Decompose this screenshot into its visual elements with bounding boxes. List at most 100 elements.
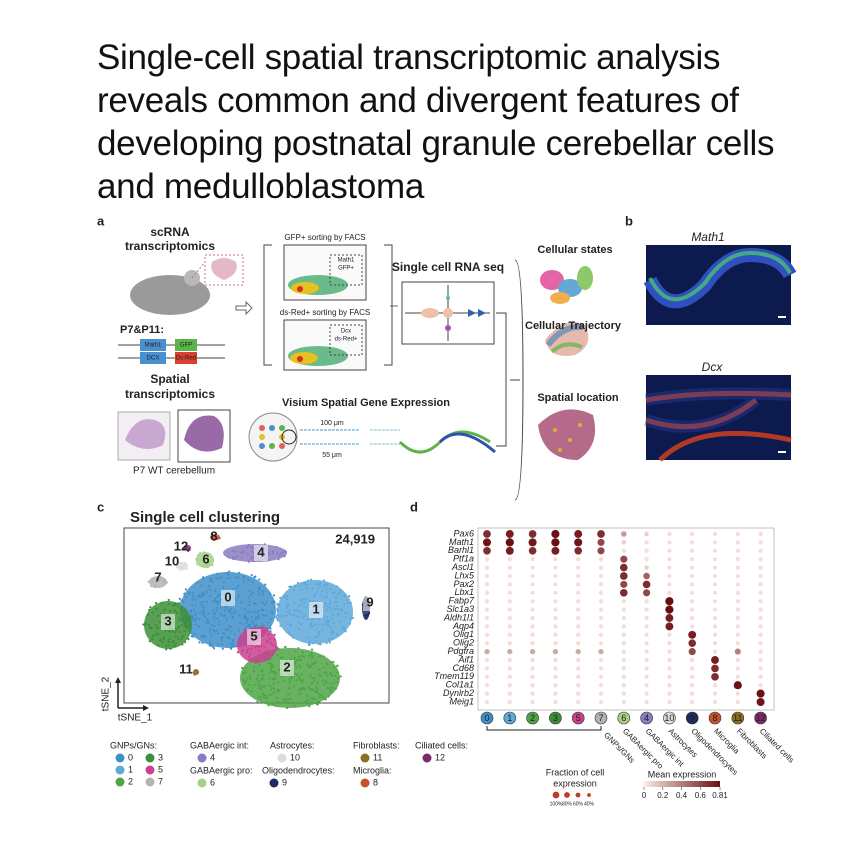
cell-point bbox=[167, 644, 171, 647]
cell-point bbox=[325, 605, 328, 608]
label: Single cell RNA seq bbox=[392, 260, 504, 274]
column-swatch bbox=[754, 711, 767, 725]
cell-point bbox=[216, 572, 219, 575]
cell-point bbox=[198, 641, 201, 644]
cell-point bbox=[202, 613, 205, 616]
expression-dot bbox=[712, 615, 718, 621]
cell-point bbox=[318, 655, 322, 658]
cell-point bbox=[216, 595, 219, 598]
cell-point bbox=[156, 578, 159, 581]
cell-point bbox=[258, 696, 261, 699]
cell-point bbox=[257, 609, 260, 613]
cell-point bbox=[327, 637, 330, 640]
cell-point bbox=[201, 610, 204, 614]
expression-dot bbox=[644, 674, 649, 679]
expression-dot bbox=[690, 674, 695, 679]
expression-dot bbox=[576, 599, 581, 604]
cell-point bbox=[286, 693, 290, 696]
cell-point bbox=[181, 635, 184, 638]
cell-point bbox=[286, 594, 289, 598]
expression-dot bbox=[621, 674, 626, 679]
expression-dot bbox=[667, 691, 672, 696]
column-label: 12 bbox=[756, 713, 766, 723]
label: Cellular Trajectory bbox=[525, 320, 622, 332]
cell-point bbox=[185, 617, 188, 620]
cell-point bbox=[293, 672, 296, 675]
cell-point bbox=[158, 578, 161, 581]
gene-label: Slc1a3 bbox=[446, 604, 474, 614]
legend-item: 10 bbox=[290, 752, 300, 762]
cell-point bbox=[210, 644, 213, 647]
cell-point bbox=[262, 590, 265, 593]
cell-point bbox=[270, 653, 273, 656]
expression-dot bbox=[758, 649, 763, 654]
cell-point bbox=[157, 614, 160, 617]
expression-dot bbox=[507, 657, 512, 663]
cell-point bbox=[350, 614, 353, 617]
cell-point bbox=[222, 632, 225, 635]
cluster-label-bg bbox=[221, 590, 235, 606]
cell-point bbox=[271, 665, 275, 668]
expression-dot bbox=[735, 548, 740, 553]
expression-dot bbox=[621, 657, 626, 663]
cell-point bbox=[310, 681, 314, 685]
expression-dot bbox=[643, 572, 650, 580]
expression-dot bbox=[576, 590, 581, 595]
expression-dot bbox=[551, 546, 560, 555]
cell-point bbox=[258, 578, 261, 581]
expression-dot bbox=[644, 607, 649, 612]
cell-point bbox=[205, 555, 208, 558]
cell-point bbox=[238, 638, 241, 641]
cell-point bbox=[225, 571, 229, 574]
cell-point bbox=[151, 611, 154, 614]
expression-dot bbox=[735, 565, 740, 570]
legend-swatch bbox=[115, 777, 125, 787]
column-swatch bbox=[549, 711, 562, 725]
cell-point bbox=[256, 678, 259, 681]
cluster-label-bg bbox=[309, 602, 323, 618]
cell-point bbox=[246, 688, 249, 691]
label: Spatial location bbox=[537, 392, 619, 404]
expression-dot bbox=[553, 615, 558, 621]
cell-point bbox=[194, 623, 197, 626]
column-swatch bbox=[685, 711, 699, 725]
cell-point bbox=[183, 629, 186, 633]
cell-point bbox=[181, 623, 184, 627]
cell-point bbox=[325, 596, 328, 599]
gene-label: Pax6 bbox=[453, 528, 474, 538]
cell-point bbox=[330, 673, 333, 676]
expression-dot bbox=[598, 632, 604, 637]
cell-point bbox=[238, 571, 241, 574]
expression-dot bbox=[530, 674, 535, 679]
legend-item: 4 bbox=[210, 752, 215, 762]
cell-point bbox=[195, 616, 198, 620]
expression-dot bbox=[575, 648, 581, 655]
cell-point bbox=[240, 601, 243, 604]
expression-dot bbox=[735, 557, 740, 562]
cell-point bbox=[273, 633, 276, 636]
cell-point bbox=[260, 698, 263, 701]
expression-dot bbox=[758, 657, 763, 663]
cell-point bbox=[216, 632, 220, 635]
cell-point bbox=[319, 594, 322, 597]
cell-point bbox=[257, 680, 260, 683]
expression-dot bbox=[484, 699, 490, 705]
cell-point bbox=[276, 613, 279, 617]
label: Math1 bbox=[338, 258, 355, 264]
cell-point bbox=[245, 615, 248, 618]
colorbar-label: 0.2 bbox=[657, 791, 669, 800]
label: transcriptomics bbox=[125, 387, 215, 401]
cell-point bbox=[249, 677, 252, 680]
cell-point bbox=[204, 635, 207, 638]
cell-point bbox=[208, 563, 211, 566]
cell-point bbox=[225, 618, 228, 621]
legend-item: 12 bbox=[435, 752, 445, 762]
expression-dot bbox=[621, 641, 626, 646]
cell-point bbox=[326, 583, 329, 587]
cell-point bbox=[299, 665, 302, 668]
figure-title: Single-cell spatial transcriptomic analy… bbox=[97, 38, 775, 206]
cell-point bbox=[202, 551, 206, 554]
cell-point bbox=[263, 543, 266, 546]
cell-point bbox=[325, 641, 328, 645]
cell-point bbox=[173, 631, 176, 634]
